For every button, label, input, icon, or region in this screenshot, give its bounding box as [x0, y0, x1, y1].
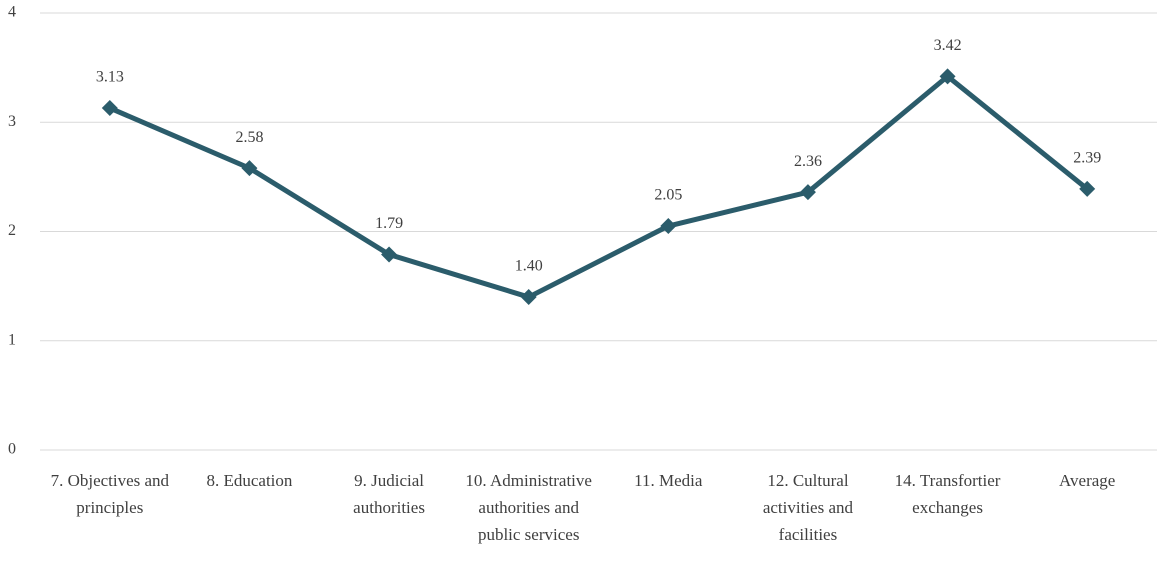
line [108, 73, 1089, 300]
marker [101, 100, 118, 117]
data-label: 1.40 [515, 258, 543, 275]
data-label: 2.58 [235, 129, 263, 146]
marker [939, 68, 956, 85]
data-label: 3.13 [96, 69, 124, 86]
y-tick-label: 3 [8, 113, 16, 130]
y-tick-label: 1 [8, 331, 16, 348]
x-tick-label: Average [1059, 471, 1116, 490]
y-tick-label: 2 [8, 222, 16, 239]
data-label: 1.79 [375, 215, 403, 232]
data-label: 3.42 [934, 37, 962, 54]
data-label: 2.39 [1073, 150, 1101, 167]
y-tick-label: 0 [8, 441, 16, 458]
x-tick-label: 12. Cultural activities and facilities [762, 471, 854, 544]
x-tick-label: 8. Education [206, 471, 293, 490]
data-label: 2.05 [654, 187, 682, 204]
x-tick-label: 9. Judicial authorities [353, 471, 425, 517]
x-tick-label: 11. Media [634, 471, 703, 490]
marker [241, 160, 258, 177]
marker [381, 246, 398, 263]
marker [520, 289, 537, 306]
x-tick-label: 7. Objectives and principles [50, 471, 170, 517]
marker [799, 184, 816, 201]
x-tick-label: 14. Transfortier exchanges [894, 471, 1001, 517]
data-label: 2.36 [794, 153, 822, 170]
x-tick-label: 10. Administrative authorities and publi… [465, 471, 592, 544]
marker [1079, 180, 1096, 197]
y-tick-label: 4 [8, 4, 16, 21]
marker [660, 218, 677, 235]
